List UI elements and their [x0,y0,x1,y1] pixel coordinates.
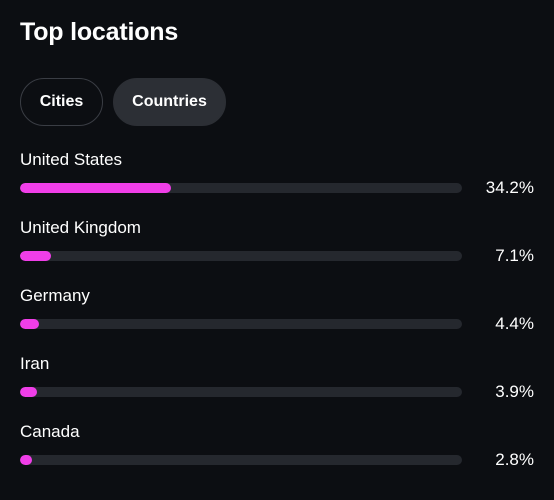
page-title: Top locations [20,18,179,46]
location-name: United States [20,150,123,169]
location-row-iran: Iran 3.9% [20,350,534,418]
progress-bar-fill [20,319,40,329]
location-percent: 3.9% [495,382,534,401]
location-percent: 2.8% [495,450,534,469]
location-percent: 7.1% [495,246,534,265]
progress-bar-track [20,319,462,329]
location-percent: 34.2% [485,178,534,197]
progress-bar-fill [20,387,38,397]
location-row-canada: Canada 2.8% [20,418,534,486]
progress-bar-fill [20,455,33,465]
location-row-germany: Germany 4.4% [20,282,534,350]
progress-bar-track [20,455,462,465]
progress-bar-fill [20,183,172,193]
location-name: United Kingdom [20,218,141,237]
location-type-tabs: Cities Countries [20,78,226,126]
location-name: Germany [20,286,90,305]
location-name: Iran [20,354,50,373]
location-name: Canada [20,422,80,441]
location-row-united-states: United States 34.2% [20,146,534,214]
progress-bar-track [20,387,462,397]
tab-cities[interactable]: Cities [20,78,103,126]
location-row-united-kingdom: United Kingdom 7.1% [20,214,534,282]
locations-list: United States 34.2% United Kingdom 7.1% … [20,146,534,486]
progress-bar-track [20,183,462,193]
progress-bar-track [20,251,462,261]
progress-bar-fill [20,251,52,261]
location-percent: 4.4% [495,314,534,333]
tab-countries[interactable]: Countries [113,78,226,126]
